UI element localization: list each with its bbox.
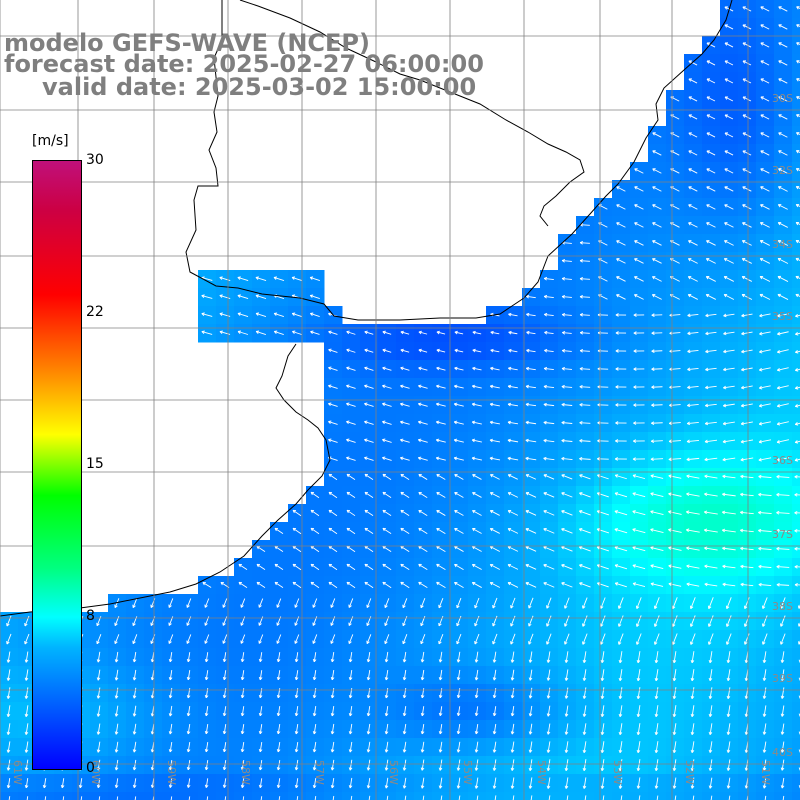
wind-cell <box>792 162 800 181</box>
wind-cell <box>792 630 800 649</box>
latitude-label: 34S <box>772 238 793 251</box>
longitude-label: 56W <box>387 760 400 785</box>
latitude-label: 39S <box>772 672 793 685</box>
wind-cell <box>792 684 800 703</box>
wind-cell <box>792 108 800 127</box>
longitude-label: 51W <box>759 760 772 785</box>
colorbar <box>32 160 82 770</box>
wind-cell <box>792 180 800 199</box>
wind-cell <box>792 774 800 793</box>
latitude-label: 37S <box>772 528 793 541</box>
longitude-label: 61W <box>11 760 24 785</box>
colorbar-tick-30: 30 <box>86 152 104 168</box>
longitude-label: 52W <box>683 760 696 785</box>
wind-cell <box>792 36 800 55</box>
colorbar-tick-8: 8 <box>86 608 95 624</box>
wind-cell <box>792 792 800 800</box>
latitude-label: 35S <box>772 310 793 323</box>
latitude-label: 38S <box>772 600 793 613</box>
wind-cell <box>792 216 800 235</box>
wind-cell <box>792 720 800 739</box>
wind-cell <box>792 702 800 721</box>
latitude-label: 36S <box>772 454 793 467</box>
wind-cell <box>792 198 800 217</box>
colorbar-tick-0: 0 <box>86 760 95 776</box>
wind-cell <box>792 18 800 37</box>
valid-date: valid date: 2025-03-02 15:00:00 <box>42 73 477 101</box>
latitude-label: 32S <box>772 164 793 177</box>
wind-cell <box>792 252 800 271</box>
colorbar-tick-15: 15 <box>86 456 104 472</box>
longitude-label: 55W <box>461 760 474 785</box>
latitude-label: 30S <box>772 92 793 105</box>
wind-cell <box>792 594 800 613</box>
wind-cell <box>792 288 800 307</box>
wind-cell <box>792 72 800 91</box>
longitude-label: 53W <box>611 760 624 785</box>
wind-cell <box>792 756 800 775</box>
colorbar-unit: [m/s] <box>32 133 69 149</box>
latitude-label: 40S <box>772 746 793 759</box>
wind-cell <box>792 54 800 73</box>
wind-cell <box>792 738 800 757</box>
longitude-label: 54W <box>535 760 548 785</box>
wind-cell <box>792 612 800 631</box>
wind-cell <box>792 270 800 289</box>
wind-cell <box>792 0 800 19</box>
colorbar-tick-22: 22 <box>86 304 104 320</box>
wind-cell <box>792 126 800 145</box>
wind-cell <box>792 90 800 109</box>
longitude-label: 58W <box>239 760 252 785</box>
longitude-label: 59W <box>165 760 178 785</box>
wind-cell <box>792 648 800 667</box>
wind-cell <box>792 234 800 253</box>
longitude-label: 57W <box>313 760 326 785</box>
wind-cell <box>792 144 800 163</box>
wind-cell <box>792 666 800 685</box>
